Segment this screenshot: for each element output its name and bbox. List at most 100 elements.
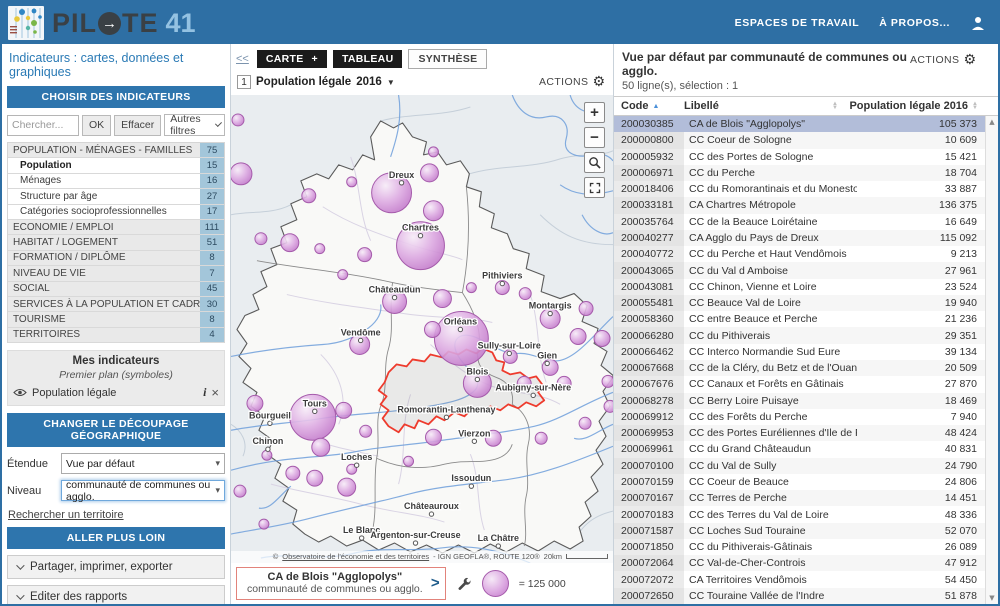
nav-a-propos[interactable]: À PROPOS... bbox=[879, 17, 950, 29]
table-row[interactable]: 200069961 CC du Grand Châteaudun 40 831 bbox=[614, 441, 985, 458]
population-symbol[interactable] bbox=[246, 394, 264, 412]
population-symbol[interactable] bbox=[462, 368, 492, 398]
niveau-select[interactable]: communauté de communes ou agglo. bbox=[61, 479, 225, 503]
tab-synthese[interactable]: SYNTHÈSE bbox=[408, 48, 488, 69]
table-row[interactable]: 200068278 CC Berry Loire Puisaye 18 469 bbox=[614, 392, 985, 409]
search-territory-link[interactable]: Rechercher un territoire bbox=[8, 509, 124, 522]
population-symbol[interactable] bbox=[433, 311, 489, 366]
remove-indicator-icon[interactable]: × bbox=[211, 384, 219, 400]
table-actions-button[interactable]: ACTIONS ⚙ bbox=[910, 53, 976, 67]
population-symbol[interactable] bbox=[601, 374, 613, 388]
go-further-button[interactable]: ALLER PLUS LOIN bbox=[7, 527, 225, 550]
population-symbol[interactable] bbox=[258, 518, 270, 530]
tab-carte[interactable]: CARTE + bbox=[256, 49, 327, 68]
wrench-icon[interactable] bbox=[456, 576, 472, 592]
choose-indicators-button[interactable]: CHOISIR DES INDICATEURS bbox=[7, 86, 225, 108]
indicator-category[interactable]: Population 15 bbox=[8, 158, 224, 174]
table-row[interactable]: 200043065 CC du Val d Amboise 27 961 bbox=[614, 262, 985, 279]
chevron-right-icon[interactable]: > bbox=[430, 574, 440, 592]
table-row[interactable]: 200006971 CC du Perche 18 704 bbox=[614, 164, 985, 182]
indicator-category[interactable]: TOURISME 8 bbox=[8, 312, 224, 328]
population-symbol[interactable] bbox=[578, 416, 592, 430]
population-symbol[interactable] bbox=[337, 477, 357, 497]
map-actions-button[interactable]: ACTIONS ⚙ bbox=[539, 75, 605, 89]
population-symbol[interactable] bbox=[423, 321, 441, 338]
population-symbol[interactable] bbox=[285, 465, 301, 481]
table-row[interactable]: 200040277 CA Agglo du Pays de Dreux 115 09… bbox=[614, 229, 985, 247]
indicator-category[interactable]: Structure par âge 27 bbox=[8, 189, 224, 205]
table-row[interactable]: 200070159 CC Coeur de Beauce 24 806 bbox=[614, 473, 985, 491]
indicator-category[interactable]: SERVICES À LA POPULATION ET CADRE DE VIE… bbox=[8, 296, 224, 313]
table-row[interactable]: 200005932 CC des Portes de Sologne 15 421 bbox=[614, 148, 985, 165]
population-symbol[interactable] bbox=[427, 146, 439, 158]
indicator-category[interactable]: HABITAT / LOGEMENT 51 bbox=[8, 235, 224, 251]
population-symbol[interactable] bbox=[254, 232, 268, 246]
table-row[interactable]: 200035764 CC de la Beauce Loirétaine 16 64… bbox=[614, 213, 985, 230]
etendue-select[interactable]: Vue par défaut bbox=[61, 453, 225, 475]
population-symbol[interactable] bbox=[539, 308, 561, 329]
table-row[interactable]: 200043081 CC Chinon, Vienne et Loire 23 52… bbox=[614, 278, 985, 295]
population-symbol[interactable] bbox=[289, 393, 337, 441]
table-row[interactable]: 200072072 CA Territoires Vendômois 54 450 bbox=[614, 571, 985, 588]
table-scrollbar[interactable]: ▲ ▼ bbox=[985, 116, 998, 604]
user-icon[interactable] bbox=[970, 15, 986, 31]
population-symbol[interactable] bbox=[231, 113, 245, 127]
info-icon[interactable]: i bbox=[203, 385, 207, 400]
population-symbol[interactable] bbox=[578, 301, 594, 317]
table-row[interactable]: 200033181 CA Chartres Métropole 136 375 bbox=[614, 197, 985, 214]
table-row[interactable]: 200000800 CC Coeur de Sologne 10 609 bbox=[614, 132, 985, 149]
table-row[interactable]: 200071850 CC du Pithiverais-Gâtinais 26 08… bbox=[614, 538, 985, 556]
table-row[interactable]: 200070100 CC du Val de Sully 24 790 bbox=[614, 457, 985, 474]
zoom-box-button[interactable] bbox=[584, 152, 605, 173]
table-row[interactable]: 200067676 CC Canaux et Forêts en Gâtinais… bbox=[614, 376, 985, 393]
population-symbol[interactable] bbox=[311, 437, 331, 457]
table-row[interactable]: 200070167 CC Terres de Perche 14 451 bbox=[614, 490, 985, 507]
nav-espaces-de-travail[interactable]: ESPACES DE TRAVAIL bbox=[734, 17, 860, 29]
table-row[interactable]: 200055481 CC Beauce Val de Loire 19 940 bbox=[614, 294, 985, 312]
population-symbol[interactable] bbox=[231, 162, 253, 186]
population-symbol[interactable] bbox=[233, 484, 247, 498]
population-symbol[interactable] bbox=[314, 243, 326, 255]
scroll-up-icon[interactable]: ▲ bbox=[989, 118, 995, 126]
population-symbol[interactable] bbox=[569, 328, 587, 345]
population-symbol[interactable] bbox=[337, 269, 349, 281]
population-symbol[interactable] bbox=[396, 221, 445, 271]
population-symbol[interactable] bbox=[422, 200, 444, 222]
indicator-category[interactable]: POPULATION - MÉNAGES - FAMILLES 75 bbox=[8, 143, 224, 159]
change-geography-button[interactable]: CHANGER LE DÉCOUPAGE GÉOGRAPHIQUE bbox=[7, 413, 225, 448]
population-symbol[interactable] bbox=[359, 424, 373, 438]
expander-edit-reports[interactable]: Editer des rapports bbox=[7, 585, 225, 604]
population-symbol[interactable] bbox=[465, 282, 477, 294]
indicator-category[interactable]: NIVEAU DE VIE 7 bbox=[8, 266, 224, 282]
population-symbol[interactable] bbox=[603, 399, 613, 413]
population-symbol[interactable] bbox=[357, 247, 373, 263]
table-row[interactable]: 200018406 CC du Romorantinais et du Mones… bbox=[614, 181, 985, 198]
indicator-category[interactable]: Catégories socioprofessionnelles 17 bbox=[8, 204, 224, 220]
table-row[interactable]: 200072064 CC Val-de-Cher-Controis 47 912 bbox=[614, 555, 985, 572]
indicator-category[interactable]: SOCIAL 45 bbox=[8, 281, 224, 297]
indicator-category[interactable]: ECONOMIE / EMPLOI 111 bbox=[8, 219, 224, 236]
table-row[interactable]: 200070183 CC des Terres du Val de Loire 48… bbox=[614, 506, 985, 523]
population-symbol[interactable] bbox=[484, 429, 502, 447]
population-symbol[interactable] bbox=[424, 428, 442, 446]
table-row[interactable]: 200058360 CC entre Beauce et Perche 21 236 bbox=[614, 311, 985, 328]
column-code[interactable]: Code bbox=[614, 100, 684, 112]
search-clear-button[interactable]: Effacer bbox=[114, 114, 162, 136]
search-input[interactable] bbox=[7, 114, 79, 136]
population-symbol[interactable] bbox=[593, 329, 611, 347]
other-filters-button[interactable]: Autres filtres bbox=[164, 113, 225, 137]
column-libelle[interactable]: Libellé ▲ ▼ bbox=[684, 100, 842, 112]
table-row[interactable]: 200066462 CC Interco Normandie Sud Eure 39… bbox=[614, 343, 985, 360]
layer-dropdown-caret[interactable]: ▼ bbox=[386, 77, 395, 87]
table-row[interactable]: 200069953 CC des Portes Euréliennes d'Ile… bbox=[614, 425, 985, 442]
zoom-out-button[interactable]: − bbox=[584, 127, 605, 148]
population-symbol[interactable] bbox=[346, 463, 358, 475]
scroll-down-icon[interactable]: ▼ bbox=[989, 594, 995, 602]
attribution-link[interactable]: Observatoire de l'économie et des territ… bbox=[282, 552, 430, 561]
indicator-category[interactable]: TERRITOIRES 4 bbox=[8, 327, 224, 344]
population-symbol[interactable] bbox=[382, 289, 408, 315]
population-symbol[interactable] bbox=[403, 455, 415, 467]
add-map-icon[interactable]: + bbox=[311, 52, 318, 65]
population-symbol[interactable] bbox=[301, 188, 317, 204]
expander-share-print-export[interactable]: Partager, imprimer, exporter bbox=[7, 555, 225, 580]
